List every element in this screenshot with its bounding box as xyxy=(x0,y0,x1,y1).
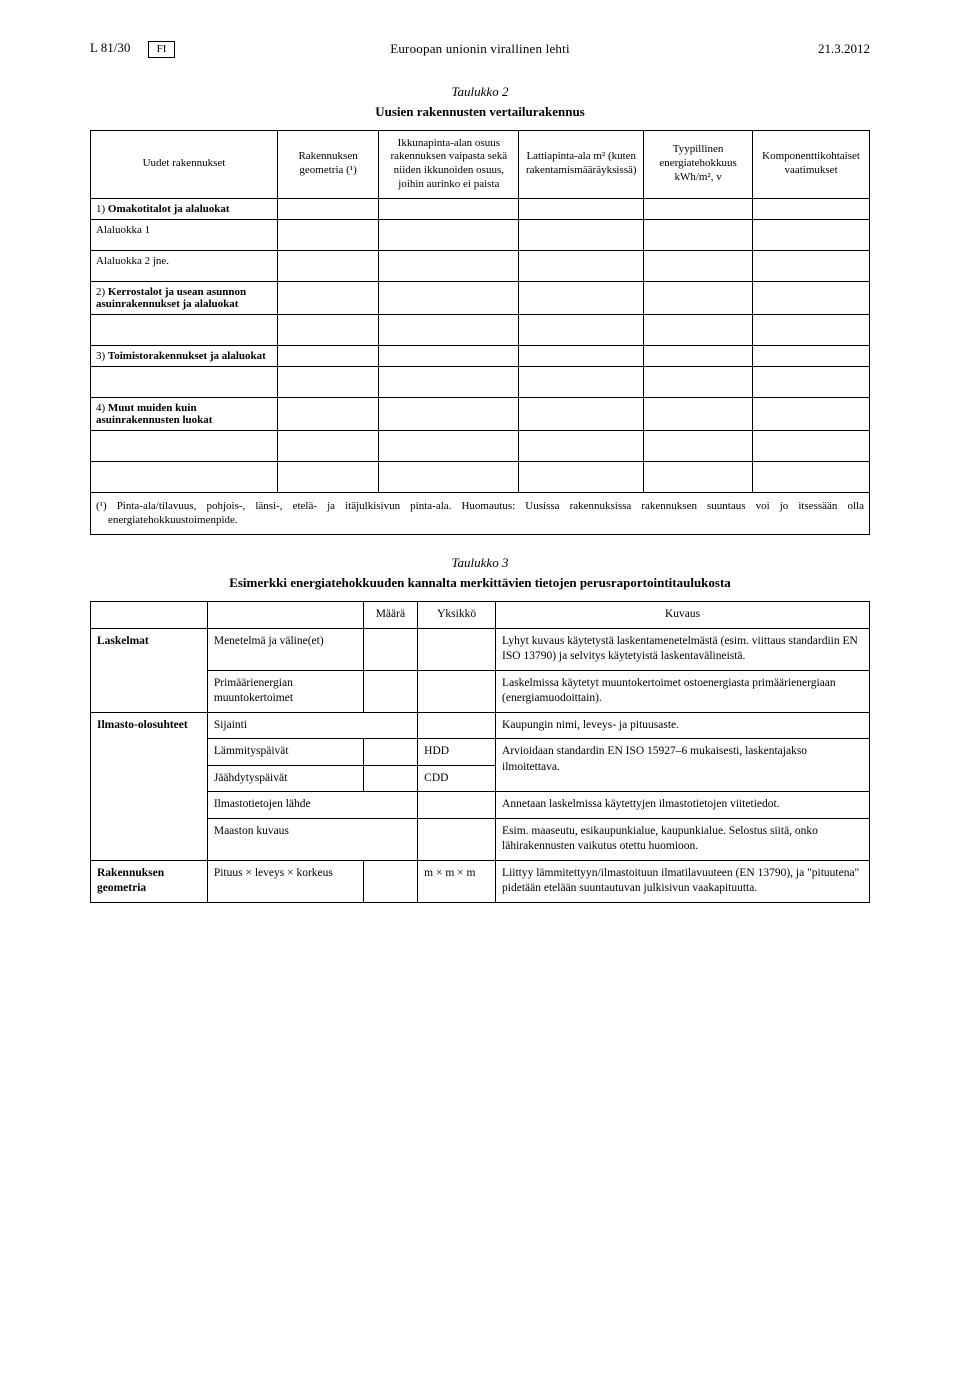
t2-cell: Alaluokka 1 xyxy=(91,219,278,250)
t3-qty xyxy=(363,670,418,712)
t2-h5: Tyypillinen energiatehokkuus kWh/m², v xyxy=(644,130,753,198)
t2-h1: Uudet rakennukset xyxy=(91,130,278,198)
t3-desc: Annetaan laskelmissa käytettyjen ilmasto… xyxy=(496,792,870,819)
table2-row: 1) Omakotitalot ja alaluokat xyxy=(91,198,870,219)
t3-param: Primäärienergian muuntokertoimet xyxy=(207,670,363,712)
table2-row: Alaluokka 1 xyxy=(91,219,870,250)
t3-desc: Lyhyt kuvaus käytetystä laskentamenetelm… xyxy=(496,628,870,670)
t3-h2 xyxy=(207,602,363,629)
t3-unit: CDD xyxy=(418,765,496,792)
table3-row: Laskelmat Menetelmä ja väline(et) Lyhyt … xyxy=(91,628,870,670)
t3-qty xyxy=(363,628,418,670)
t3-unit: m × m × m xyxy=(418,860,496,902)
t3-param: Menetelmä ja väline(et) xyxy=(207,628,363,670)
t3-unit xyxy=(418,670,496,712)
table2-caption-number: Taulukko 2 xyxy=(90,84,870,100)
t2-h3: Ikkunapinta-alan osuus rakennuksen vaipa… xyxy=(379,130,519,198)
t3-desc: Liittyy lämmitettyyn/ilmastoituun ilmati… xyxy=(496,860,870,902)
t3-desc: Esim. maaseutu, esikaupunkialue, kaupunk… xyxy=(496,818,870,860)
t3-qty xyxy=(363,860,418,902)
t3-h5: Kuvaus xyxy=(496,602,870,629)
header-left: L 81/30 FI xyxy=(90,40,200,58)
t3-desc: Laskelmissa käytetyt muuntokertoimet ost… xyxy=(496,670,870,712)
table3-caption-number: Taulukko 3 xyxy=(90,555,870,571)
table3-row: Maaston kuvaus Esim. maaseutu, esikaupun… xyxy=(91,818,870,860)
table2-row: 3) Toimistorakennukset ja alaluokat xyxy=(91,345,870,366)
table3-header-row: Määrä Yksikkö Kuvaus xyxy=(91,602,870,629)
table2-header-row: Uudet rakennukset Rakennuksen geometria … xyxy=(91,130,870,198)
t3-qty xyxy=(363,765,418,792)
t2-label-3: 2) Kerrostalot ja usean asunnon asuinrak… xyxy=(96,286,272,310)
table3-row: Primäärienergian muuntokertoimet Laskelm… xyxy=(91,670,870,712)
t3-cat: Ilmasto-olosuhteet xyxy=(91,712,208,860)
table2-row-empty xyxy=(91,461,870,492)
t2-cell: 1) Omakotitalot ja alaluokat xyxy=(91,198,278,219)
table2-row: 4) Muut muiden kuin asuinrakennusten luo… xyxy=(91,397,870,430)
table3-row: Ilmastotietojen lähde Annetaan laskelmis… xyxy=(91,792,870,819)
t3-unit xyxy=(418,818,496,860)
t3-h1 xyxy=(91,602,208,629)
t3-desc: Arvioidaan standardin EN ISO 15927–6 muk… xyxy=(496,739,870,792)
t2-cell: 4) Muut muiden kuin asuinrakennusten luo… xyxy=(91,397,278,430)
t2-cell: Alaluokka 2 jne. xyxy=(91,250,278,281)
t2-h2: Rakennuksen geometria (¹) xyxy=(277,130,378,198)
t2-cell: 2) Kerrostalot ja usean asunnon asuinrak… xyxy=(91,281,278,314)
t3-h3: Määrä xyxy=(363,602,418,629)
table3: Määrä Yksikkö Kuvaus Laskelmat Menetelmä… xyxy=(90,601,870,903)
header-center: Euroopan unionin virallinen lehti xyxy=(200,41,760,57)
running-header: L 81/30 FI Euroopan unionin virallinen l… xyxy=(90,40,870,58)
t3-param: Ilmastotietojen lähde xyxy=(207,792,417,819)
t3-desc: Kaupungin nimi, leveys- ja pituusaste. xyxy=(496,712,870,739)
t3-h4: Yksikkö xyxy=(418,602,496,629)
table2-row: 2) Kerrostalot ja usean asunnon asuinrak… xyxy=(91,281,870,314)
table2-row-empty xyxy=(91,366,870,397)
table2-row-empty xyxy=(91,430,870,461)
table3-row: Rakennuksen geometria Pituus × leveys × … xyxy=(91,860,870,902)
t3-cat: Laskelmat xyxy=(91,628,208,712)
t2-h4: Lattiapinta-ala m² (kuten rakenta­mismää… xyxy=(519,130,644,198)
table2-footnote: (¹) Pinta-ala/tilavuus, pohjois-, länsi-… xyxy=(96,499,864,529)
t3-unit: HDD xyxy=(418,739,496,766)
t3-param: Jäähdytyspäivät xyxy=(207,765,363,792)
page: L 81/30 FI Euroopan unionin virallinen l… xyxy=(0,0,960,943)
t3-param: Maaston kuvaus xyxy=(207,818,417,860)
t3-cat: Rakennuksen geometria xyxy=(91,860,208,902)
t3-unit xyxy=(418,792,496,819)
t2-h6: Komponenttikoh­taiset vaatimukset xyxy=(753,130,870,198)
t3-unit xyxy=(418,712,496,739)
table2-row-empty xyxy=(91,314,870,345)
t3-param: Lämmityspäivät xyxy=(207,739,363,766)
table2-row: Alaluokka 2 jne. xyxy=(91,250,870,281)
t2-footnote-cell: (¹) Pinta-ala/tilavuus, pohjois-, länsi-… xyxy=(91,492,870,535)
table3-row: Ilmasto-olosuhteet Sijainti Kaupungin ni… xyxy=(91,712,870,739)
table2-caption-title: Uusien rakennusten vertailurakennus xyxy=(90,104,870,120)
table3-caption-title: Esimerkki energiatehokkuuden kannalta me… xyxy=(90,575,870,591)
t2-label-0: 1) Omakotitalot ja alaluokat xyxy=(96,203,230,215)
t3-param: Sijainti xyxy=(207,712,417,739)
lang-box: FI xyxy=(148,41,176,58)
table2-footnote-row: (¹) Pinta-ala/tilavuus, pohjois-, länsi-… xyxy=(91,492,870,535)
t3-param: Pituus × leveys × korkeus xyxy=(207,860,363,902)
t2-cell: 3) Toimistorakennukset ja alaluokat xyxy=(91,345,278,366)
header-right: 21.3.2012 xyxy=(760,41,870,57)
table3-row: Lämmityspäivät HDD Arvioidaan standardin… xyxy=(91,739,870,766)
t3-unit xyxy=(418,628,496,670)
page-ref: L 81/30 xyxy=(90,40,130,55)
table2: Uudet rakennukset Rakennuksen geometria … xyxy=(90,130,870,536)
t3-qty xyxy=(363,739,418,766)
